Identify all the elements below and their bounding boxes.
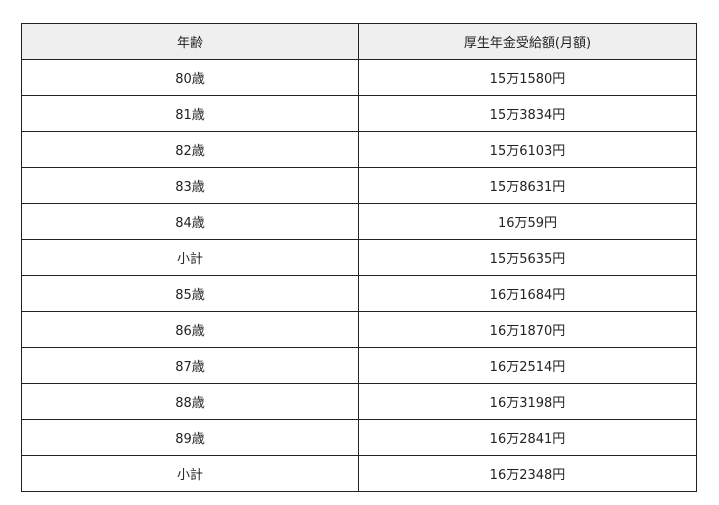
age-cell: 小計	[21, 455, 359, 492]
pension-cell: 15万3834円	[358, 95, 697, 132]
table-row: 88歳 16万3198円	[21, 383, 697, 420]
age-cell: 84歳	[21, 203, 359, 240]
table-row: 84歳 16万59円	[21, 203, 697, 240]
table-row: 89歳 16万2841円	[21, 419, 697, 456]
table-row: 87歳 16万2514円	[21, 347, 697, 384]
age-cell: 89歳	[21, 419, 359, 456]
table-row: 82歳 15万6103円	[21, 131, 697, 168]
age-cell: 81歳	[21, 95, 359, 132]
pension-cell: 16万3198円	[358, 383, 697, 420]
pension-cell: 15万5635円	[358, 239, 697, 276]
table-row: 小計 16万2348円	[21, 455, 697, 492]
age-cell: 86歳	[21, 311, 359, 348]
pension-cell: 16万59円	[358, 203, 697, 240]
pension-cell: 16万2841円	[358, 419, 697, 456]
table-row: 80歳 15万1580円	[21, 59, 697, 96]
age-cell: 87歳	[21, 347, 359, 384]
age-cell: 小計	[21, 239, 359, 276]
pension-cell: 15万1580円	[358, 59, 697, 96]
header-monthly-pension: 厚生年金受給額(月額)	[358, 23, 697, 60]
table-body: 80歳 15万1580円 81歳 15万3834円 82歳 15万6103円 83歳 15万8…	[21, 59, 697, 492]
pension-cell: 15万6103円	[358, 131, 697, 168]
age-cell: 88歳	[21, 383, 359, 420]
table-row: 83歳 15万8631円	[21, 167, 697, 204]
pension-cell: 16万1684円	[358, 275, 697, 312]
table-row: 81歳 15万3834円	[21, 95, 697, 132]
age-cell: 83歳	[21, 167, 359, 204]
header-age: 年齢	[21, 23, 359, 60]
pension-cell: 16万1870円	[358, 311, 697, 348]
table-row: 85歳 16万1684円	[21, 275, 697, 312]
pension-cell: 16万2514円	[358, 347, 697, 384]
header-row: 年齢 厚生年金受給額(月額)	[21, 23, 697, 60]
pension-cell: 16万2348円	[358, 455, 697, 492]
pension-table: 年齢 厚生年金受給額(月額) 80歳 15万1580円 81歳 15万3834円 82歳…	[21, 23, 697, 492]
table-row: 86歳 16万1870円	[21, 311, 697, 348]
age-cell: 85歳	[21, 275, 359, 312]
pension-cell: 15万8631円	[358, 167, 697, 204]
age-cell: 80歳	[21, 59, 359, 96]
age-cell: 82歳	[21, 131, 359, 168]
table-row: 小計 15万5635円	[21, 239, 697, 276]
